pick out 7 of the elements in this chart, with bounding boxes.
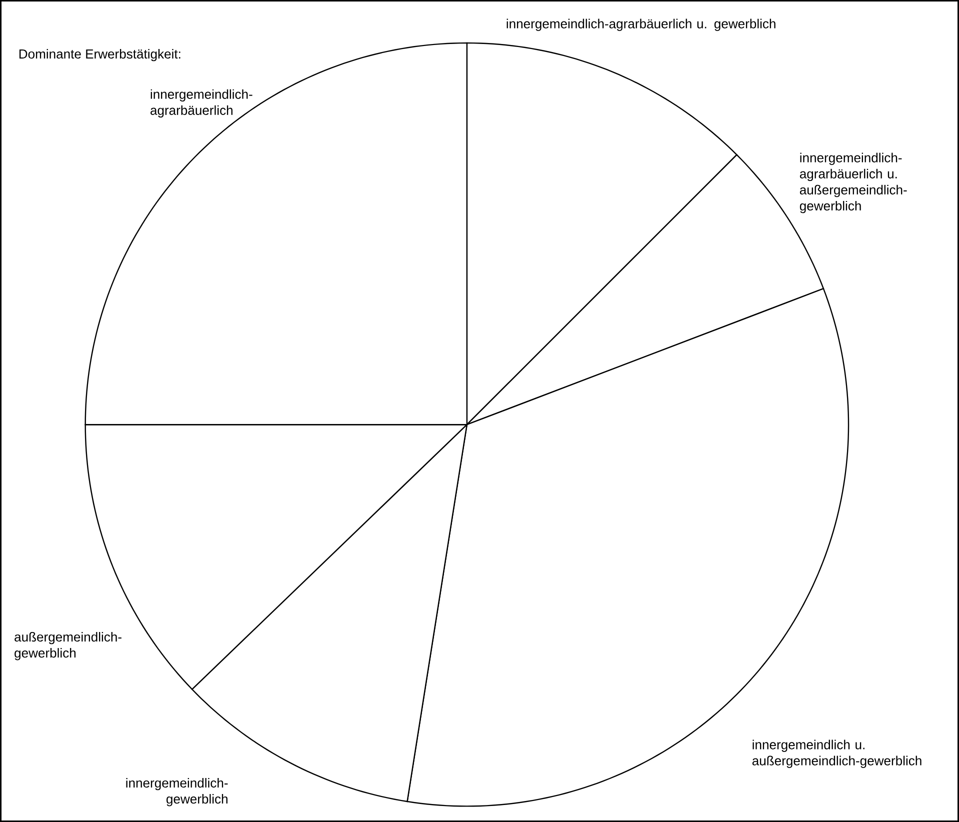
slice-label: innergemeindlich-gewerblich [126,778,228,806]
slice-label: innergemeindlich-agrarbäuerlich [150,89,252,118]
slice-label: innergemeindlich u. außergemeindlich-gewerblich [752,740,922,768]
slice-label: innergemeindlich-agrarbäuerlich u. außergemeindlich-gewerblich [800,152,907,214]
slice-label: außergemeindlich-gewerblich [14,632,122,660]
text: Dominante Erwerbstätigkeit: [19,48,180,62]
slice-label: innergemeindlich-agrarbäuerlich u. gewerblich [506,18,776,31]
